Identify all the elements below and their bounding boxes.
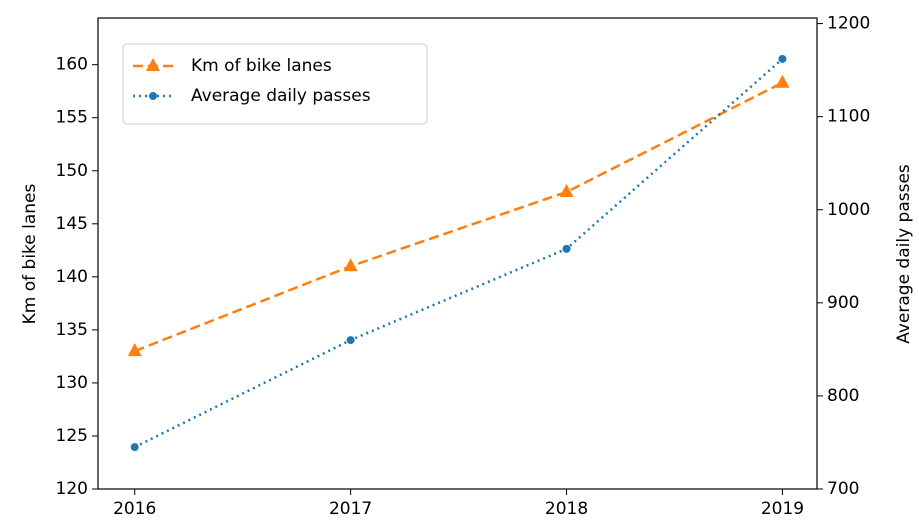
- marker: [775, 74, 790, 88]
- y-axis-label: Km of bike lanes: [20, 183, 40, 324]
- y2-tick-label: 700: [827, 479, 859, 499]
- x-tick-label: 2019: [761, 499, 804, 519]
- x-tick-label: 2017: [329, 499, 372, 519]
- y2-tick-label: 900: [827, 293, 859, 313]
- legend-label: Km of bike lanes: [191, 56, 332, 76]
- y2-tick-label: 1200: [827, 14, 870, 34]
- series-line: [134, 81, 784, 353]
- legend-box: [122, 43, 428, 125]
- y2-axis-label: Average daily passes: [894, 164, 914, 344]
- plot-frame: [97, 17, 818, 490]
- y-tick-label: 130: [56, 373, 88, 393]
- marker: [127, 343, 142, 357]
- x-tick-label: 2018: [545, 499, 588, 519]
- y-tick-label: 125: [56, 426, 88, 446]
- y-tick-label: 140: [56, 267, 88, 287]
- legend-label: Average daily passes: [191, 86, 371, 106]
- y2-tick-label: 1000: [827, 200, 870, 220]
- marker: [346, 336, 355, 345]
- y-tick-label: 160: [56, 55, 88, 75]
- marker: [562, 244, 571, 253]
- y-tick-label: 145: [56, 214, 88, 234]
- y-tick-label: 135: [56, 320, 88, 340]
- x-tick-label: 2016: [113, 499, 156, 519]
- y2-tick-label: 800: [827, 386, 859, 406]
- y-tick-label: 150: [56, 161, 88, 181]
- marker: [778, 54, 787, 63]
- y2-tick-label: 1100: [827, 107, 870, 127]
- marker: [130, 443, 139, 452]
- y-tick-label: 155: [56, 108, 88, 128]
- marker: [343, 258, 358, 272]
- marker: [559, 183, 574, 197]
- y-tick-label: 120: [56, 479, 88, 499]
- marker: [146, 58, 160, 71]
- marker: [149, 92, 157, 100]
- series-line: [134, 58, 784, 449]
